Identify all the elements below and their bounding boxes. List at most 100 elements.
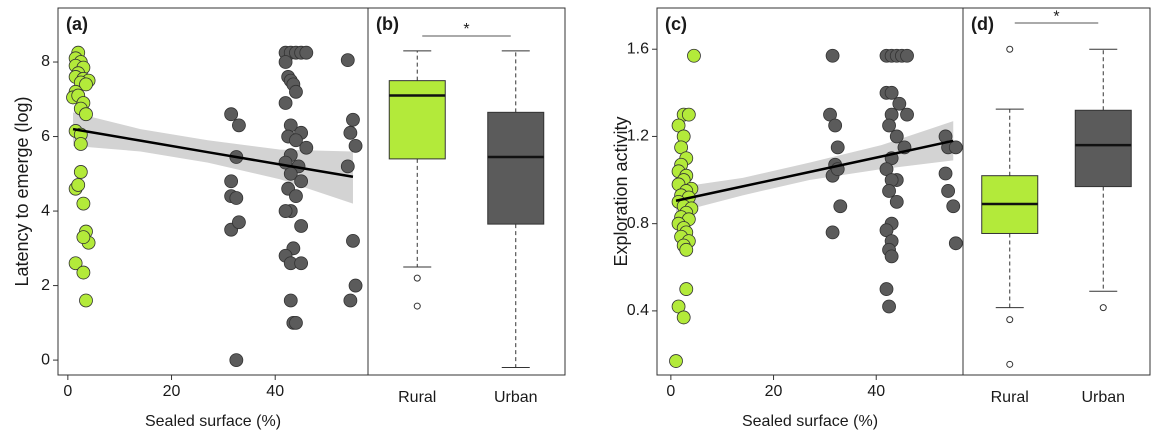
- x-tick-label: Urban: [494, 389, 538, 406]
- point: [232, 118, 246, 133]
- point: [882, 299, 896, 314]
- point: [348, 138, 363, 153]
- point: [76, 196, 91, 211]
- point: [676, 310, 691, 325]
- x-tick-label: Rural: [398, 389, 436, 406]
- point: [348, 278, 363, 293]
- x-tick-label: 0: [666, 383, 675, 400]
- point: [283, 293, 298, 308]
- point: [941, 184, 956, 198]
- outlier: [413, 274, 421, 282]
- point: [73, 137, 88, 151]
- outlier: [1006, 316, 1014, 324]
- y-tick-label: 0.4: [627, 302, 649, 319]
- point: [679, 242, 694, 257]
- point: [889, 129, 904, 144]
- point: [229, 353, 244, 367]
- point: [79, 77, 93, 92]
- point: [299, 45, 314, 60]
- box: [487, 111, 545, 225]
- point: [889, 194, 904, 209]
- point: [340, 159, 355, 174]
- x-axis-label: Sealed surface (%): [742, 413, 878, 430]
- point: [79, 107, 93, 122]
- x-tick-label: 0: [63, 383, 72, 400]
- point: [224, 174, 239, 189]
- confidence-band: [675, 121, 954, 213]
- outlier: [413, 302, 421, 310]
- point: [278, 204, 293, 218]
- point: [948, 236, 963, 251]
- outlier: [1006, 45, 1014, 53]
- point: [825, 48, 840, 63]
- point: [232, 215, 246, 230]
- point: [830, 140, 845, 155]
- fit-line: [72, 127, 354, 179]
- point: [882, 184, 896, 198]
- point: [892, 96, 907, 111]
- x-tick-label: Urban: [1081, 389, 1125, 406]
- x-tick-label: 20: [163, 383, 181, 400]
- box: [1074, 109, 1132, 188]
- point: [294, 256, 309, 271]
- point: [343, 125, 358, 140]
- panel-label: (c): [665, 14, 687, 34]
- point: [938, 166, 953, 181]
- y-tick-label: 4: [41, 202, 50, 219]
- point: [882, 118, 896, 133]
- significance-label: *: [463, 21, 469, 38]
- point: [76, 230, 91, 245]
- point: [879, 282, 894, 296]
- confidence-band: [73, 112, 353, 204]
- panel-label: (a): [66, 14, 88, 34]
- point: [76, 265, 91, 280]
- y-axis-label: Exploration activity: [611, 116, 631, 266]
- point: [68, 256, 83, 271]
- x-tick-label: 40: [867, 383, 885, 400]
- point: [679, 282, 694, 296]
- x-tick-label: 20: [765, 383, 783, 400]
- plot-frame: [367, 7, 566, 376]
- point: [294, 219, 309, 233]
- point: [948, 140, 963, 155]
- point: [71, 178, 86, 192]
- point: [825, 225, 840, 240]
- point: [669, 354, 683, 368]
- point: [224, 107, 239, 122]
- y-tick-label: 6: [41, 128, 50, 145]
- point: [681, 107, 696, 122]
- point: [946, 199, 961, 214]
- point: [73, 165, 88, 179]
- point: [289, 315, 303, 330]
- panel-label: (d): [971, 14, 994, 34]
- point: [900, 48, 914, 63]
- fit-line: [675, 139, 954, 202]
- point: [229, 191, 244, 205]
- significance-label: *: [1053, 8, 1059, 25]
- point: [299, 140, 314, 155]
- point: [289, 189, 303, 204]
- point: [289, 84, 303, 99]
- y-tick-label: 0: [41, 351, 50, 368]
- y-tick-label: 1.6: [627, 40, 649, 57]
- point: [278, 96, 293, 110]
- y-tick-label: 2: [41, 277, 50, 294]
- point: [343, 293, 358, 308]
- point: [687, 48, 701, 63]
- y-tick-label: 8: [41, 53, 50, 70]
- point: [900, 107, 914, 122]
- y-axis-label: Latency to emerge (log): [12, 96, 32, 286]
- point: [289, 133, 303, 148]
- y-tick-label: 1.2: [627, 128, 649, 145]
- point: [346, 233, 360, 248]
- x-axis-label: Sealed surface (%): [145, 413, 281, 430]
- x-tick-label: 40: [266, 383, 284, 400]
- point: [833, 199, 848, 214]
- point: [828, 118, 843, 133]
- x-tick-label: Rural: [991, 389, 1029, 406]
- point: [884, 249, 899, 264]
- y-tick-label: 0.8: [627, 215, 649, 232]
- outlier: [1099, 304, 1107, 312]
- point: [884, 85, 899, 100]
